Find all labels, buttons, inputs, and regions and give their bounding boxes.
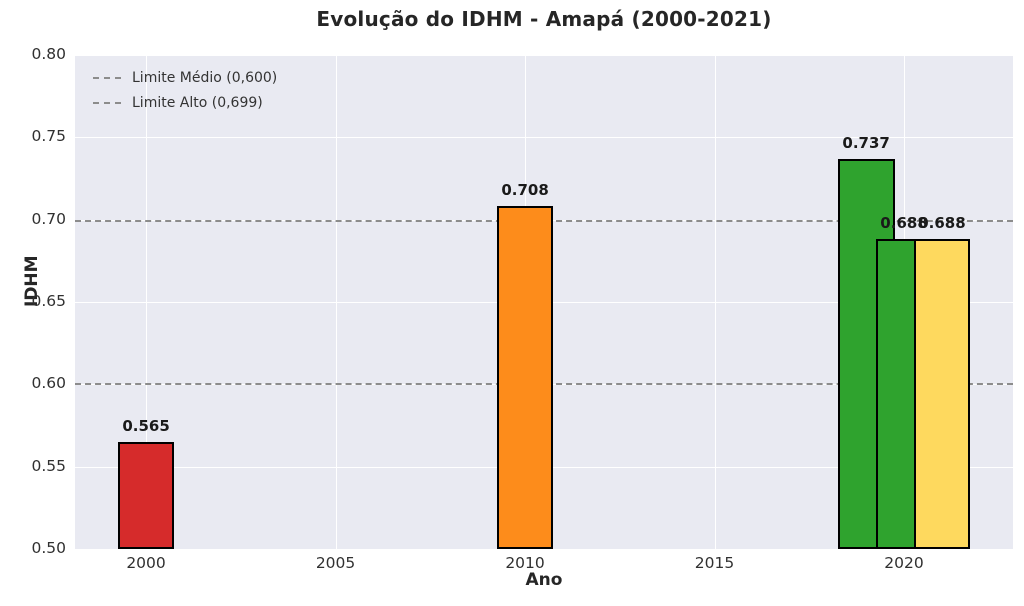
y-tick-label: 0.75 <box>31 127 66 146</box>
bar <box>496 206 554 549</box>
bar <box>913 239 971 549</box>
y-tick-label: 0.80 <box>31 45 66 63</box>
legend: Limite Médio (0,600) Limite Alto (0,699) <box>93 65 277 115</box>
gridline-horizontal <box>75 55 1013 56</box>
bar-value-label: 0.688 <box>918 214 966 233</box>
legend-label: Limite Alto (0,699) <box>132 94 263 111</box>
plot-area: Limite Médio (0,600) Limite Alto (0,699) <box>75 55 1013 550</box>
y-tick-label: 0.60 <box>31 374 66 393</box>
bar-value-label: 0.737 <box>842 133 890 152</box>
x-tick-label: 2000 <box>126 554 166 572</box>
bar-value-label: 0.688 <box>880 214 928 233</box>
bar-value-label: 0.565 <box>122 416 170 435</box>
x-tick-label: 2005 <box>315 554 356 572</box>
legend-entry-limite-alto: Limite Alto (0,699) <box>93 90 277 115</box>
dashed-line-swatch-icon <box>93 76 121 79</box>
x-tick-label: 2020 <box>884 554 924 572</box>
gridline-horizontal <box>75 549 1013 550</box>
bar <box>117 441 175 549</box>
chart-title: Evolução do IDHM - Amapá (2000-2021) <box>316 7 772 31</box>
gridline-vertical <box>146 55 148 549</box>
bar-value-label: 0.708 <box>501 181 549 200</box>
gridline-vertical <box>335 55 337 549</box>
y-tick-label: 0.65 <box>31 292 66 310</box>
y-tick-label: 0.70 <box>31 209 66 228</box>
y-tick-label: 0.55 <box>31 456 66 475</box>
y-tick-label: 0.50 <box>31 539 66 557</box>
x-tick-label: 2010 <box>505 554 545 572</box>
legend-entry-limite-medio: Limite Médio (0,600) <box>93 65 277 90</box>
dashed-line-swatch-icon <box>93 101 121 104</box>
gridline-horizontal <box>75 137 1013 139</box>
x-tick-label: 2015 <box>694 554 735 572</box>
x-axis-label: Ano <box>525 570 563 590</box>
gridline-vertical <box>714 55 716 549</box>
legend-label: Limite Médio (0,600) <box>132 69 278 86</box>
